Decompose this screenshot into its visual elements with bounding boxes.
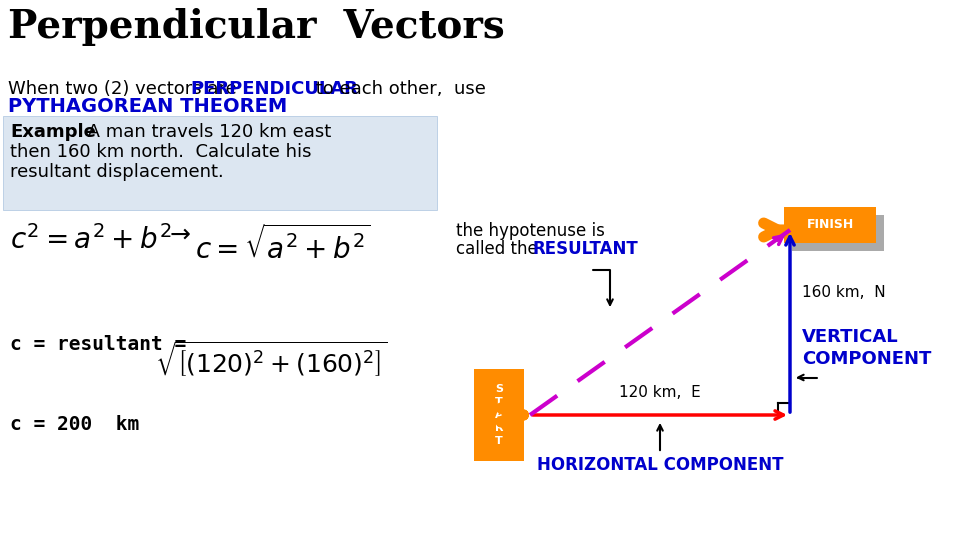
Text: PERPENDICULAR: PERPENDICULAR bbox=[190, 80, 358, 98]
Text: PYTHAGOREAN THEOREM: PYTHAGOREAN THEOREM bbox=[8, 97, 287, 116]
FancyBboxPatch shape bbox=[3, 116, 437, 210]
Text: the hypotenuse is: the hypotenuse is bbox=[456, 222, 605, 240]
Text: to each other,  use: to each other, use bbox=[310, 80, 486, 98]
Text: COMPONENT: COMPONENT bbox=[802, 350, 931, 368]
Text: $\rightarrow$: $\rightarrow$ bbox=[165, 222, 192, 246]
FancyBboxPatch shape bbox=[784, 207, 876, 243]
Text: RESULTANT: RESULTANT bbox=[532, 240, 637, 258]
FancyBboxPatch shape bbox=[474, 369, 524, 461]
FancyBboxPatch shape bbox=[792, 215, 884, 251]
Text: HORIZONTAL COMPONENT: HORIZONTAL COMPONENT bbox=[537, 456, 783, 474]
Text: c = 200  km: c = 200 km bbox=[10, 415, 139, 434]
Text: $c^2=a^2+b^2$: $c^2=a^2+b^2$ bbox=[10, 225, 172, 255]
Text: 120 km,  E: 120 km, E bbox=[619, 385, 701, 400]
Text: $\sqrt{\left[(120)^2+(160)^2\right]}$: $\sqrt{\left[(120)^2+(160)^2\right]}$ bbox=[155, 340, 388, 380]
Text: S
T
A
R
T: S T A R T bbox=[494, 383, 503, 447]
Text: 160 km,  N: 160 km, N bbox=[802, 285, 886, 300]
Text: then 160 km north.  Calculate his: then 160 km north. Calculate his bbox=[10, 143, 311, 161]
Text: FINISH: FINISH bbox=[806, 219, 853, 232]
Text: called the: called the bbox=[456, 240, 543, 258]
Text: Perpendicular  Vectors: Perpendicular Vectors bbox=[8, 8, 505, 46]
Text: :  A man travels 120 km east: : A man travels 120 km east bbox=[70, 123, 331, 141]
Text: c = resultant =: c = resultant = bbox=[10, 335, 186, 354]
Text: resultant displacement.: resultant displacement. bbox=[10, 163, 224, 181]
Text: VERTICAL: VERTICAL bbox=[802, 327, 899, 346]
Text: Example: Example bbox=[10, 123, 96, 141]
Text: When two (2) vectors are: When two (2) vectors are bbox=[8, 80, 243, 98]
Text: $c=\sqrt{a^2+b^2}$: $c=\sqrt{a^2+b^2}$ bbox=[195, 225, 371, 265]
